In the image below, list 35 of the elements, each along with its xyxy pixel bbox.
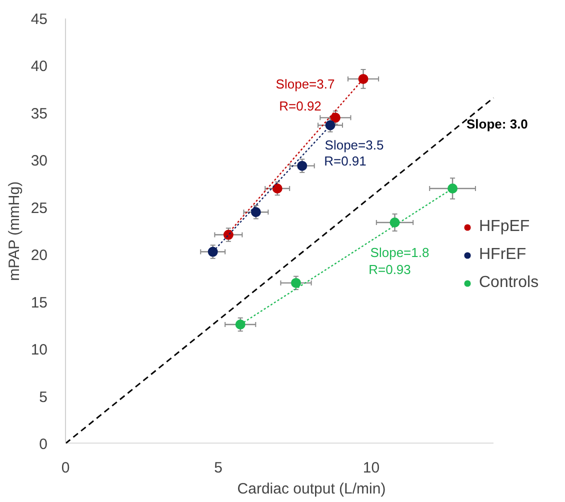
annotation: Slope: 3.0: [466, 116, 528, 132]
x-tick-label: 5: [214, 460, 223, 476]
y-tick-label: 25: [30, 200, 48, 217]
annotation: Slope=3.5: [324, 138, 384, 153]
x-tick-label: 0: [61, 460, 70, 476]
annotation: R=0.92: [279, 98, 322, 114]
y-axis-title: mPAP (mmHg): [6, 181, 23, 281]
point: [250, 207, 261, 218]
y-tick-label: 0: [39, 436, 48, 453]
point: [208, 246, 218, 257]
point: [358, 74, 368, 84]
legend-label: HFpEF: [479, 218, 530, 236]
y-tick-label: 30: [30, 152, 48, 170]
annotation: R=0.91: [324, 154, 366, 169]
point: [448, 184, 458, 194]
y-tick-label: 5: [39, 388, 48, 406]
y-tick-label: 45: [30, 11, 48, 28]
point: [235, 320, 246, 330]
point: [390, 218, 400, 228]
legend-label: Controls: [479, 274, 539, 292]
point: [291, 278, 302, 288]
annotation: Slope=1.8: [370, 245, 430, 260]
legend-label: HFrEF: [479, 246, 526, 264]
point: [297, 160, 308, 171]
x-axis-title: Cardiac output (L/min): [237, 480, 386, 498]
y-tick-label: 10: [30, 342, 48, 359]
annotation: Slope=3.7: [276, 76, 335, 92]
y-tick-label: 20: [30, 247, 48, 264]
y-tick-label: 35: [30, 105, 48, 122]
point: [330, 112, 340, 123]
y-tick-label: 15: [30, 294, 48, 312]
point: [272, 184, 282, 194]
y-tick-label: 40: [30, 58, 48, 76]
x-tick-label: 10: [362, 460, 380, 476]
annotation: R=0.93: [368, 262, 411, 277]
